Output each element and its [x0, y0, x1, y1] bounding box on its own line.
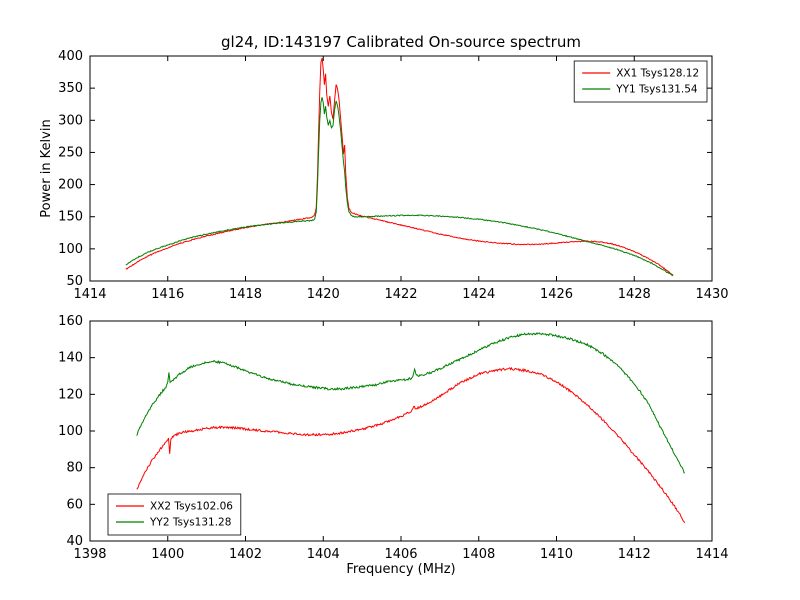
legend-label: YY1 Tsys131.54 — [615, 84, 698, 96]
y-tick-label: 80 — [66, 461, 83, 476]
x-tick-label: 1402 — [229, 547, 262, 562]
x-axis-label: Frequency (MHz) — [346, 562, 455, 577]
y-tick-label: 60 — [66, 497, 83, 512]
y-tick-label: 150 — [58, 210, 83, 225]
legend-label: XX2 Tsys102.06 — [150, 501, 233, 513]
series-line-XX1 — [125, 57, 674, 276]
legend-box — [573, 60, 708, 103]
y-tick-label: 140 — [58, 351, 83, 366]
y-tick-label: 40 — [66, 534, 83, 549]
y-tick-label: 100 — [58, 424, 83, 439]
x-tick-label: 1430 — [695, 287, 728, 302]
chart-title: gl24, ID:143197 Calibrated On-source spe… — [221, 33, 581, 51]
subplot-top: 1414 1416 1418 1420 1422 1424 1426 1428 1430 50 10… — [39, 33, 729, 302]
series-line-XX2 — [136, 366, 686, 523]
legend-box — [107, 493, 242, 536]
y-tick-label: 200 — [58, 178, 83, 193]
y-tick-label: 400 — [58, 49, 83, 64]
x-tick-label: 1416 — [151, 287, 184, 302]
x-tick-label: 1398 — [73, 547, 106, 562]
subplot-bottom: 1398 1400 1402 1404 1406 1408 1410 1412 1414 40 60… — [58, 314, 728, 577]
x-tick-label: 1422 — [384, 287, 417, 302]
x-tick-label: 1408 — [462, 547, 495, 562]
x-tick-label: 1404 — [307, 547, 340, 562]
y-tick-label: 300 — [58, 113, 83, 128]
x-tick-label: 1418 — [229, 287, 262, 302]
x-tick-label: 1414 — [73, 287, 106, 302]
legend-label: YY2 Tsys131.28 — [149, 517, 231, 529]
series-line-YY2 — [136, 332, 686, 474]
y-tick-label: 100 — [58, 242, 83, 257]
y-axis-label: Power in Kelvin — [39, 119, 54, 217]
x-tick-label: 1400 — [151, 547, 184, 562]
legend-label: XX1 Tsys128.12 — [616, 68, 699, 80]
x-tick-label: 1412 — [618, 547, 651, 562]
x-tick-label: 1410 — [540, 547, 573, 562]
y-tick-label: 250 — [58, 145, 83, 160]
x-tick-label: 1406 — [384, 547, 417, 562]
y-tick-label: 160 — [58, 314, 83, 329]
x-tick-label: 1414 — [695, 547, 728, 562]
x-tick-label: 1424 — [462, 287, 495, 302]
y-tick-label: 120 — [58, 387, 83, 402]
series-line-YY1 — [125, 97, 674, 277]
y-tick-label: 350 — [58, 81, 83, 96]
x-tick-label: 1428 — [618, 287, 651, 302]
x-tick-label: 1426 — [540, 287, 573, 302]
x-tick-label: 1420 — [307, 287, 340, 302]
y-tick-label: 50 — [66, 274, 83, 289]
